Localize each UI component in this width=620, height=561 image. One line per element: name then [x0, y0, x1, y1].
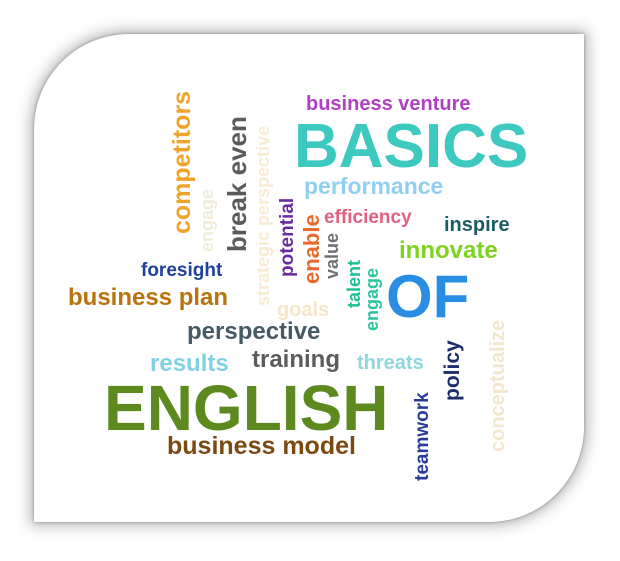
word-teamwork: teamwork: [412, 392, 433, 481]
word-potential: potential: [277, 197, 298, 277]
word-business-plan: business plan: [68, 284, 229, 311]
word-engage-faded: engage: [197, 188, 217, 252]
word-english: ENGLISH: [104, 372, 389, 444]
word-business-venture: business venture: [306, 93, 471, 115]
word-results: results: [150, 350, 229, 377]
word-policy: policy: [441, 340, 464, 401]
word-break-even: break even: [222, 116, 252, 252]
word-cloud-card: business venture BASICS competitors enga…: [34, 34, 584, 522]
word-goals: goals: [277, 299, 330, 321]
word-conceptualize: conceptualize: [487, 319, 509, 452]
word-basics: BASICS: [294, 112, 529, 181]
word-enable: enable: [299, 214, 324, 284]
word-competitors: competitors: [168, 90, 196, 234]
word-strategic-perspective: strategic perspective: [253, 125, 273, 306]
word-perspective: perspective: [187, 318, 321, 345]
word-training: training: [252, 346, 340, 373]
word-innovate: innovate: [399, 237, 498, 264]
word-value: value: [322, 232, 342, 279]
word-of: OF: [386, 263, 470, 330]
word-talent: talent: [344, 259, 364, 308]
word-business-model: business model: [167, 432, 356, 460]
word-efficiency: efficiency: [324, 207, 412, 228]
word-performance: performance: [304, 173, 444, 199]
word-threats: threats: [357, 352, 424, 374]
word-engage: engage: [362, 267, 382, 331]
word-foresight: foresight: [141, 260, 223, 281]
word-inspire: inspire: [444, 214, 510, 236]
